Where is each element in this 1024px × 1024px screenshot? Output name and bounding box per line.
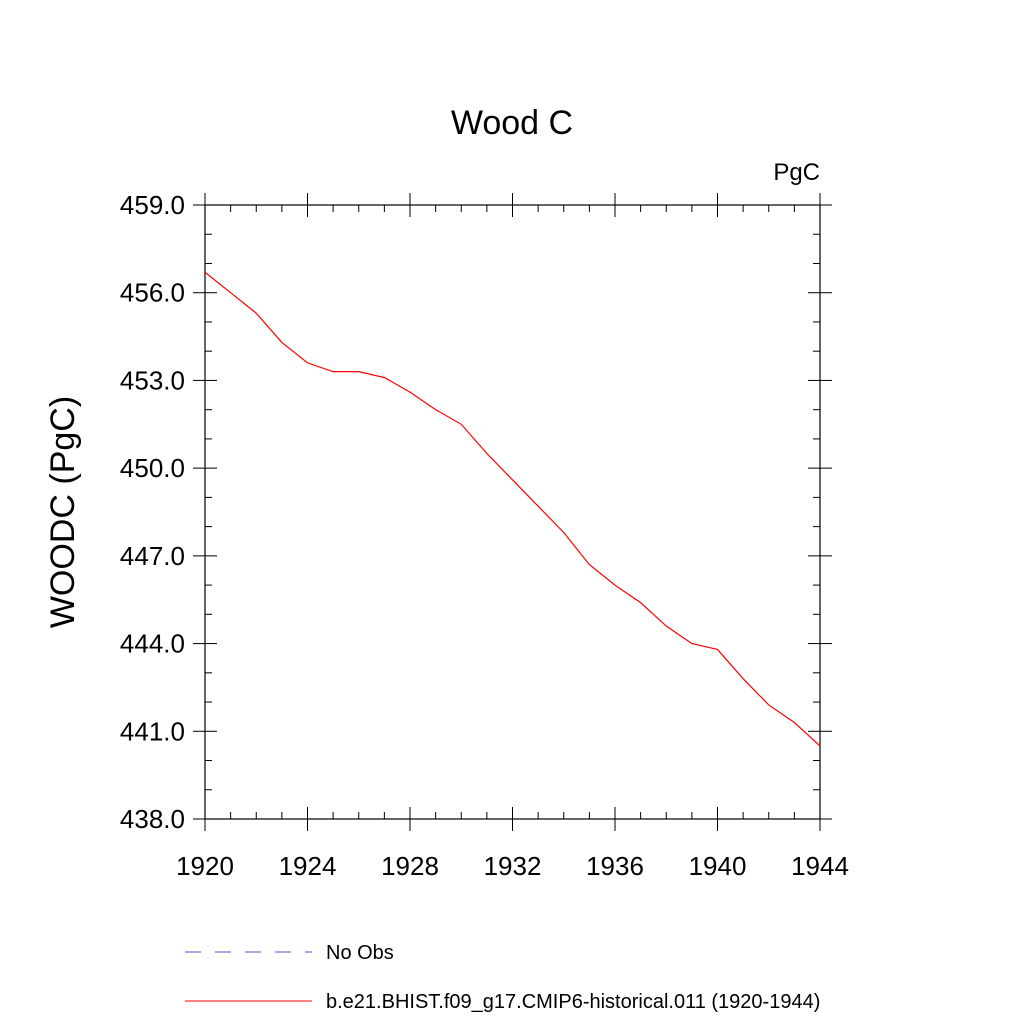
- x-tick-label: 1920: [176, 851, 234, 881]
- x-tick-label: 1924: [279, 851, 337, 881]
- x-tick-label: 1932: [484, 851, 542, 881]
- y-tick-label: 450.0: [120, 453, 185, 483]
- y-tick-label: 444.0: [120, 629, 185, 659]
- axis-ticks: [193, 193, 832, 831]
- tick-labels: 1920 1924 1928 1932 1936 1940 1944 438.0 441.0 44…: [120, 190, 849, 881]
- legend: No Obs b.e21.BHIST.f09_g17.CMIP6-historic…: [185, 942, 820, 1013]
- x-tick-label: 1940: [689, 851, 747, 881]
- chart-title: Wood C: [451, 104, 573, 142]
- legend-label-1: b.e21.BHIST.f09_g17.CMIP6-historical.011…: [326, 991, 820, 1013]
- y-tick-label: 447.0: [120, 541, 185, 571]
- plot-frame: [204, 204, 821, 820]
- y-axis-label: WOODC (PgC): [44, 396, 82, 628]
- units-label: PgC: [773, 159, 820, 186]
- series-line-0: [204, 271, 821, 747]
- y-tick-label: 441.0: [120, 716, 185, 746]
- y-tick-label: 453.0: [120, 365, 185, 395]
- x-tick-label: 1944: [791, 851, 849, 881]
- legend-label-0: No Obs: [326, 942, 394, 964]
- y-tick-label: 438.0: [120, 804, 185, 834]
- y-tick-label: 459.0: [120, 190, 185, 220]
- y-tick-label: 456.0: [120, 278, 185, 308]
- series-layer: [204, 271, 821, 747]
- x-tick-label: 1936: [586, 851, 644, 881]
- x-tick-label: 1928: [381, 851, 439, 881]
